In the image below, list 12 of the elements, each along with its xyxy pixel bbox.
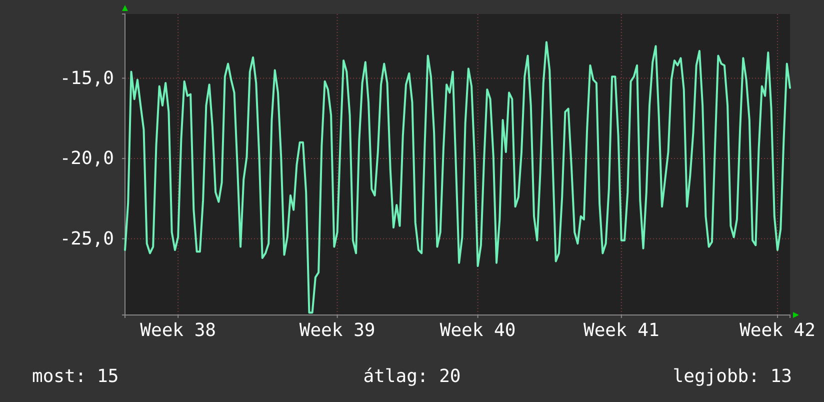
text: legjobb: 13 bbox=[672, 366, 792, 387]
x-tick-label: Week 40 bbox=[440, 320, 516, 341]
text: most: 15 bbox=[32, 366, 119, 387]
line-series bbox=[124, 41, 791, 314]
x-tick-label: Week 38 bbox=[140, 320, 216, 341]
x-tick-label: Week 42 bbox=[740, 320, 816, 341]
x-tick-label: Week 39 bbox=[299, 320, 376, 341]
y-tick-label: -15,0 bbox=[60, 68, 114, 89]
x-tick-label: Week 41 bbox=[583, 320, 660, 341]
y-tick-label: -25,0 bbox=[60, 228, 114, 250]
text: átlag: 20 bbox=[363, 366, 461, 387]
y-tick-label: -20,0 bbox=[60, 148, 114, 170]
